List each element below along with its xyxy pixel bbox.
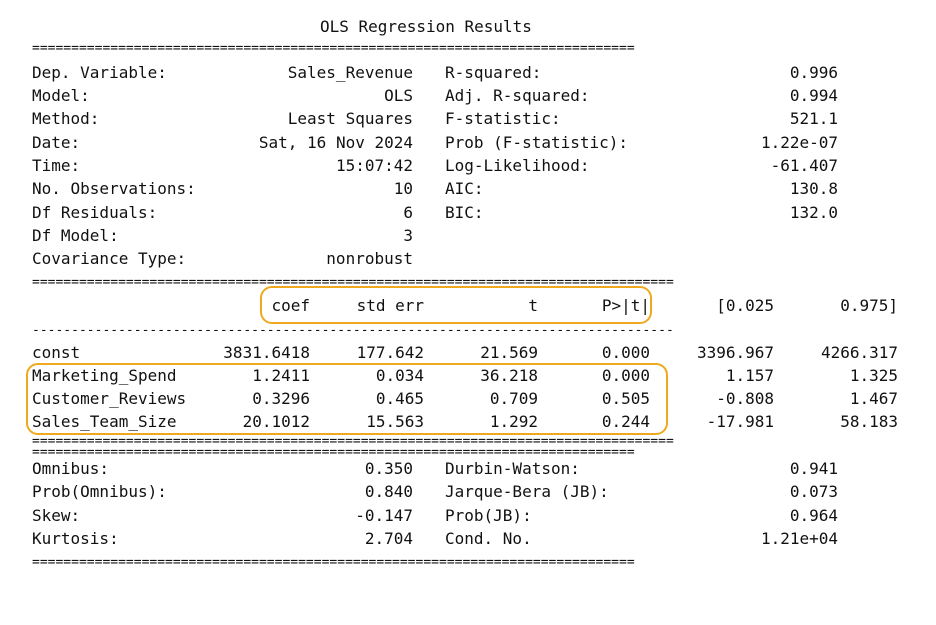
coef-header: std err	[356, 296, 424, 315]
diag-label: Omnibus:	[32, 459, 110, 478]
summary-value: 6	[403, 203, 413, 222]
rows-highlight-annotation	[26, 363, 668, 435]
double-rule: ========================================…	[32, 435, 674, 448]
diag-label: Skew:	[32, 506, 81, 525]
summary-label: AIC:	[445, 179, 484, 198]
table-cell: 0.465	[375, 389, 424, 408]
double-rule: ========================================…	[32, 42, 635, 55]
header-highlight-annotation	[260, 286, 652, 324]
summary-label: Dep. Variable:	[32, 63, 167, 82]
coef-header: t	[528, 296, 538, 315]
table-cell: 1.292	[489, 412, 538, 431]
table-cell: 0.000	[601, 343, 650, 362]
diag-label: Durbin-Watson:	[445, 459, 580, 478]
summary-value: Sat, 16 Nov 2024	[258, 133, 413, 152]
diag-label: Kurtosis:	[32, 529, 119, 548]
summary-value: -61.407	[770, 156, 838, 175]
summary-value: 15:07:42	[335, 156, 413, 175]
diag-label: Jarque-Bera (JB):	[445, 482, 609, 501]
table-cell: 1.157	[725, 366, 774, 385]
diag-value: 2.704	[364, 529, 413, 548]
diag-label: Prob(Omnibus):	[32, 482, 167, 501]
report-title: OLS Regression Results	[320, 17, 532, 36]
coef-header: P>|t|	[601, 296, 650, 315]
summary-value: 0.994	[789, 86, 838, 105]
table-cell: 0.244	[601, 412, 650, 431]
table-cell: 1.467	[849, 389, 898, 408]
diag-value: 0.073	[789, 482, 838, 501]
row-label: Customer_Reviews	[32, 389, 187, 408]
table-cell: 0.3296	[252, 389, 310, 408]
diag-value: 1.21e+04	[760, 529, 838, 548]
table-cell: -17.981	[706, 412, 774, 431]
summary-value: 130.8	[789, 179, 838, 198]
table-cell: 0.034	[375, 366, 424, 385]
summary-label: Df Model:	[32, 226, 119, 245]
table-cell: 36.218	[480, 366, 538, 385]
summary-value: 0.996	[789, 63, 838, 82]
summary-value: Least Squares	[287, 109, 413, 128]
summary-value: 132.0	[789, 203, 838, 222]
summary-value: 3	[403, 226, 413, 245]
summary-value: OLS	[384, 86, 413, 105]
table-cell: 4266.317	[820, 343, 898, 362]
summary-label: R-squared:	[445, 63, 542, 82]
row-label: Sales_Team_Size	[32, 412, 177, 431]
summary-value: 521.1	[789, 109, 838, 128]
table-cell: 20.1012	[242, 412, 310, 431]
table-cell: 3396.967	[696, 343, 774, 362]
coef-header: coef	[271, 296, 310, 315]
table-cell: 0.505	[601, 389, 650, 408]
summary-label: Method:	[32, 109, 100, 128]
double-rule: ========================================…	[32, 556, 635, 569]
row-label: Marketing_Spend	[32, 366, 177, 385]
coef-header: [0.025	[716, 296, 774, 315]
summary-value: 1.22e-07	[760, 133, 838, 152]
summary-label: Model:	[32, 86, 90, 105]
diag-value: 0.964	[789, 506, 838, 525]
summary-value: 10	[393, 179, 413, 198]
table-cell: 58.183	[840, 412, 898, 431]
diag-value: 0.350	[364, 459, 413, 478]
coef-header: 0.975]	[840, 296, 898, 315]
table-cell: 1.325	[849, 366, 898, 385]
summary-label: BIC:	[445, 203, 484, 222]
double-rule: ========================================…	[32, 276, 674, 289]
table-cell: 177.642	[356, 343, 424, 362]
summary-label: Date:	[32, 133, 81, 152]
summary-value: Sales_Revenue	[287, 63, 413, 82]
summary-label: F-statistic:	[445, 109, 561, 128]
summary-label: Df Residuals:	[32, 203, 158, 222]
table-cell: 15.563	[366, 412, 424, 431]
diag-label: Prob(JB):	[445, 506, 532, 525]
summary-label: Covariance Type:	[32, 249, 187, 268]
table-cell: 0.709	[489, 389, 538, 408]
diag-value: 0.941	[789, 459, 838, 478]
table-cell: 21.569	[480, 343, 538, 362]
diag-value: 0.840	[364, 482, 413, 501]
summary-label: Log-Likelihood:	[445, 156, 590, 175]
summary-value: nonrobust	[326, 249, 413, 268]
row-label: const	[32, 343, 81, 362]
table-cell: 1.2411	[252, 366, 310, 385]
summary-label: Prob (F-statistic):	[445, 133, 629, 152]
summary-label: No. Observations:	[32, 179, 196, 198]
diag-value: -0.147	[355, 506, 413, 525]
single-rule: ----------------------------------------…	[32, 324, 674, 337]
double-rule: ========================================…	[32, 446, 635, 459]
summary-label: Time:	[32, 156, 81, 175]
table-cell: -0.808	[716, 389, 774, 408]
diag-label: Cond. No.	[445, 529, 532, 548]
summary-label: Adj. R-squared:	[445, 86, 590, 105]
table-cell: 3831.6418	[223, 343, 310, 362]
table-cell: 0.000	[601, 366, 650, 385]
